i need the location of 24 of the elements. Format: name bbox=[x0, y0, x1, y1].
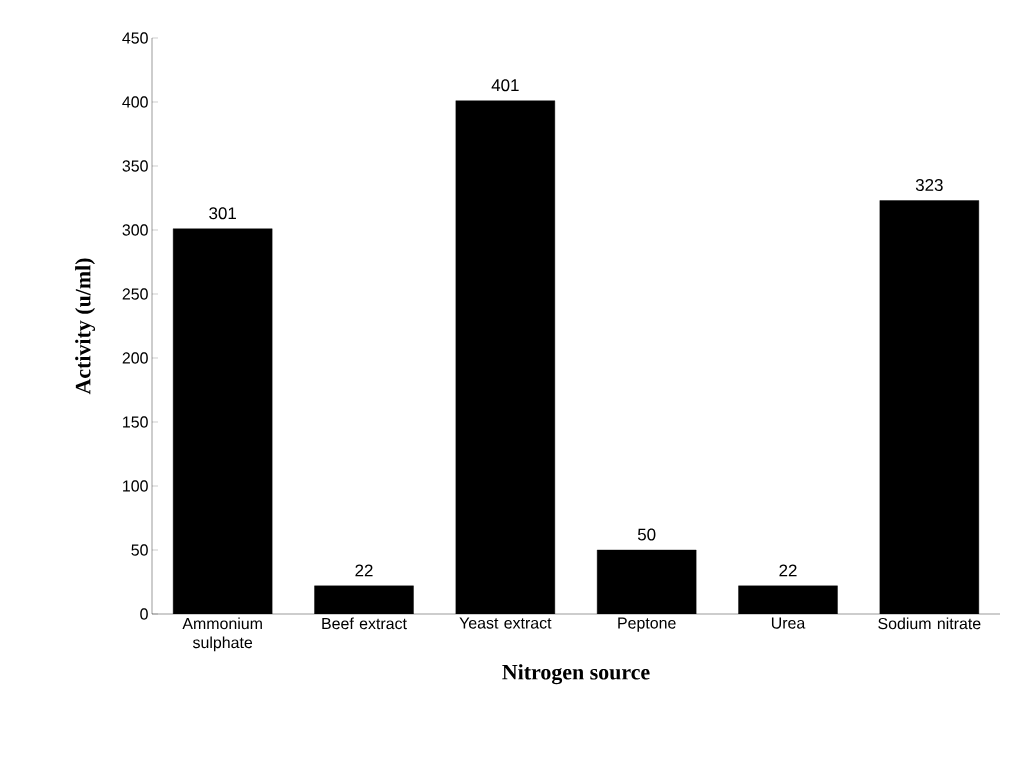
x-tick-label: Peptone bbox=[618, 617, 676, 632]
y-tick-label: 200 bbox=[122, 352, 148, 364]
data-label: 323 bbox=[915, 179, 943, 192]
data-label: 50 bbox=[637, 528, 656, 541]
x-tick-label: Ammonium sulphate bbox=[182, 617, 262, 652]
y-tick-label: 350 bbox=[122, 160, 148, 172]
x-tick-label: Yeast extract bbox=[459, 617, 552, 629]
x-tick-label: Urea bbox=[771, 617, 806, 629]
x-tick-label: Beef extract bbox=[322, 617, 407, 630]
x-axis-title: Nitrogen source bbox=[502, 664, 650, 685]
data-label: 22 bbox=[779, 564, 797, 577]
y-tick-label: 250 bbox=[122, 288, 148, 300]
data-label: 301 bbox=[209, 207, 236, 220]
y-tick-label: 100 bbox=[123, 480, 148, 492]
y-tick-label: 150 bbox=[123, 416, 148, 428]
y-tick-label: 450 bbox=[122, 32, 148, 44]
x-tick-label: Sodium nitrate bbox=[878, 617, 981, 630]
y-tick-label: 50 bbox=[131, 544, 148, 556]
y-tick-label: 400 bbox=[122, 96, 148, 108]
y-axis-title: Activity (u/ml) bbox=[75, 258, 96, 395]
y-tick-label: 300 bbox=[122, 224, 148, 236]
y-tick-label: 0 bbox=[140, 608, 148, 620]
data-label: 22 bbox=[355, 564, 373, 577]
data-label: 401 bbox=[491, 79, 519, 92]
